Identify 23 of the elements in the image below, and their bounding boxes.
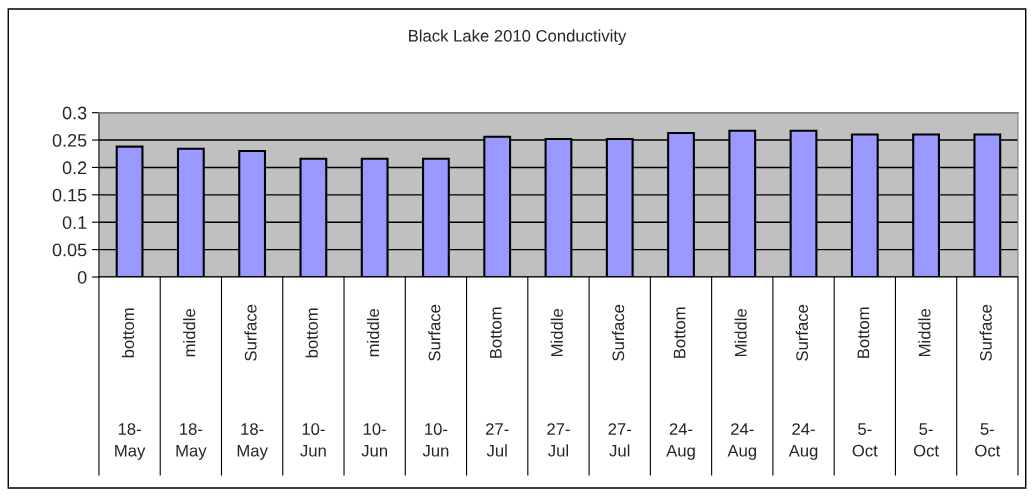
category-label: bottom 10-Jun (300, 308, 326, 457)
category-label: Bottom 27-Jul (485, 307, 509, 457)
category-label: bottom 18-May (115, 308, 146, 460)
y-tick-label: 0.1 (62, 216, 87, 229)
category-label: Surface 27-Jul (608, 304, 632, 457)
chart-title: Black Lake 2010 Conductivity (409, 29, 627, 46)
category-label: Bottom 5-Oct (852, 307, 878, 457)
category-label: Surface 18-May (237, 304, 268, 460)
category-label: Middle 27-Jul (547, 309, 570, 457)
y-tick-label: 0.3 (62, 106, 87, 120)
category-label: Middle 5-Oct (913, 309, 939, 457)
category-label: Middle 24-Aug (727, 309, 757, 460)
y-tick-label: 0 (77, 270, 87, 284)
category-label: middle 10-Jun (361, 309, 388, 457)
y-tick-label: 0.2 (62, 161, 87, 175)
category-label: Bottom 24-Aug (666, 307, 695, 460)
category-label: Surface 10-Jun (422, 304, 449, 457)
y-tick-label: 0.15 (52, 188, 87, 202)
category-label: Surface 24-Aug (788, 304, 818, 460)
y-tick-label: 0.25 (52, 133, 87, 147)
y-tick-label: 0.05 (52, 243, 87, 257)
category-label: Surface 5-Oct (975, 304, 1001, 457)
category-label: middle 18-May (176, 309, 207, 460)
